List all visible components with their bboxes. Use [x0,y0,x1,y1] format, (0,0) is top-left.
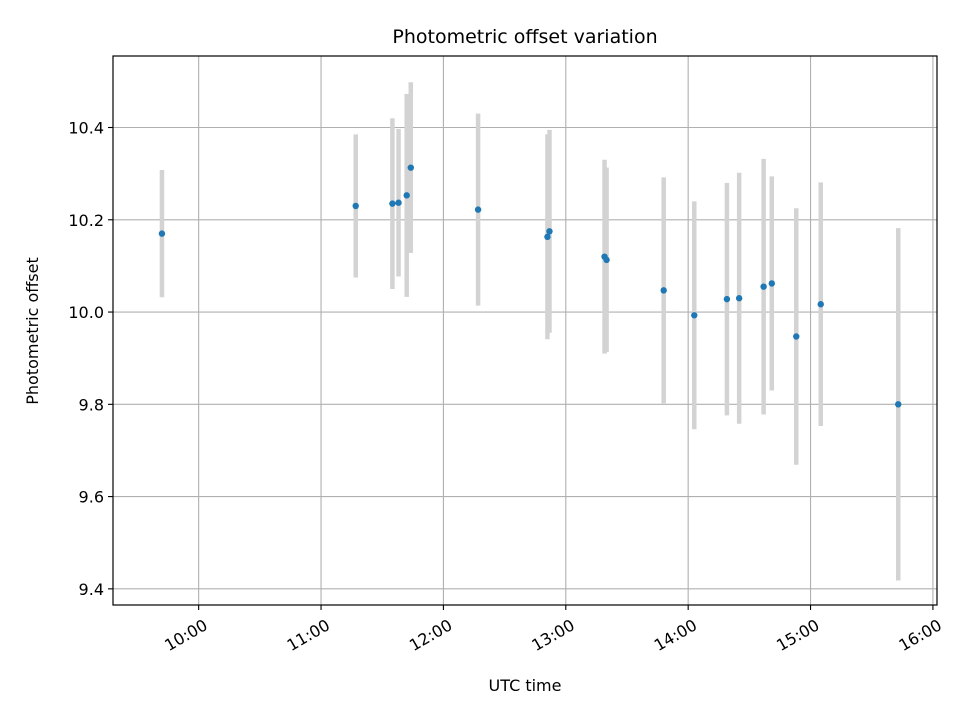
data-point [158,230,166,237]
chart-title: Photometric offset variation [392,26,657,48]
data-point [389,200,396,207]
y-tick-label: 9.4 [79,580,104,599]
data-point [817,301,824,308]
data-point [793,333,800,340]
data-point [603,256,610,264]
y-axis: 9.4 9.6 9.8 10.0 10.2 10.4 [68,119,113,599]
data-point [691,312,698,319]
data-point [407,164,414,171]
y-tick-label: 9.6 [79,488,104,507]
data-point [723,295,731,303]
x-axis-label: UTC time [489,676,562,695]
data-point [735,295,743,302]
data-point [660,287,667,294]
data-point [403,192,410,199]
data-point [760,283,767,290]
y-tick-label: 10.2 [68,211,104,230]
y-tick-label: 10.0 [68,303,104,322]
data-point [895,401,902,408]
data-point [546,228,553,235]
plot-frame [112,55,938,606]
data-point [395,199,402,206]
data-point [474,206,482,213]
data-point [352,202,359,210]
data-point [544,233,551,241]
y-tick-label: 10.4 [68,119,104,138]
y-tick-label: 9.8 [79,395,104,414]
data-point [768,280,775,287]
grid [113,56,937,605]
y-axis-label: Photometric offset [23,257,42,405]
data-points [158,164,902,408]
